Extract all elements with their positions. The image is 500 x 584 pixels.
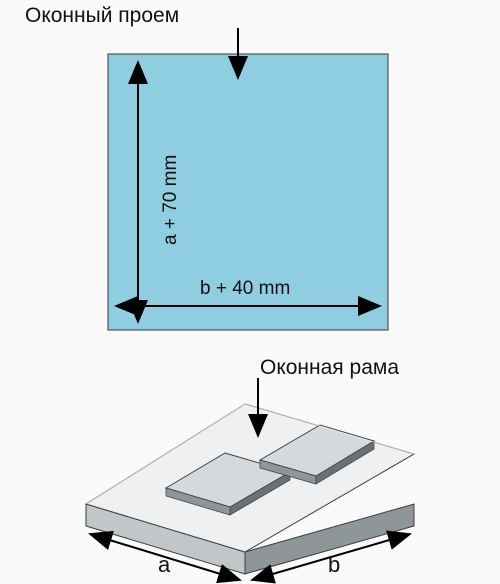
- frame-title: Оконная рама: [260, 356, 399, 380]
- frame-dim-b-label: b: [328, 552, 340, 578]
- opening-horiz-dim-label: b + 40 mm: [200, 278, 290, 300]
- diagram-page: Оконный проем a + 70 mm b + 40 mm Оконна…: [0, 0, 500, 584]
- opening-title: Оконный проем: [25, 4, 179, 28]
- opening-vert-dim-label: a + 70 mm: [160, 155, 182, 245]
- frame-dim-a-label: a: [158, 552, 170, 578]
